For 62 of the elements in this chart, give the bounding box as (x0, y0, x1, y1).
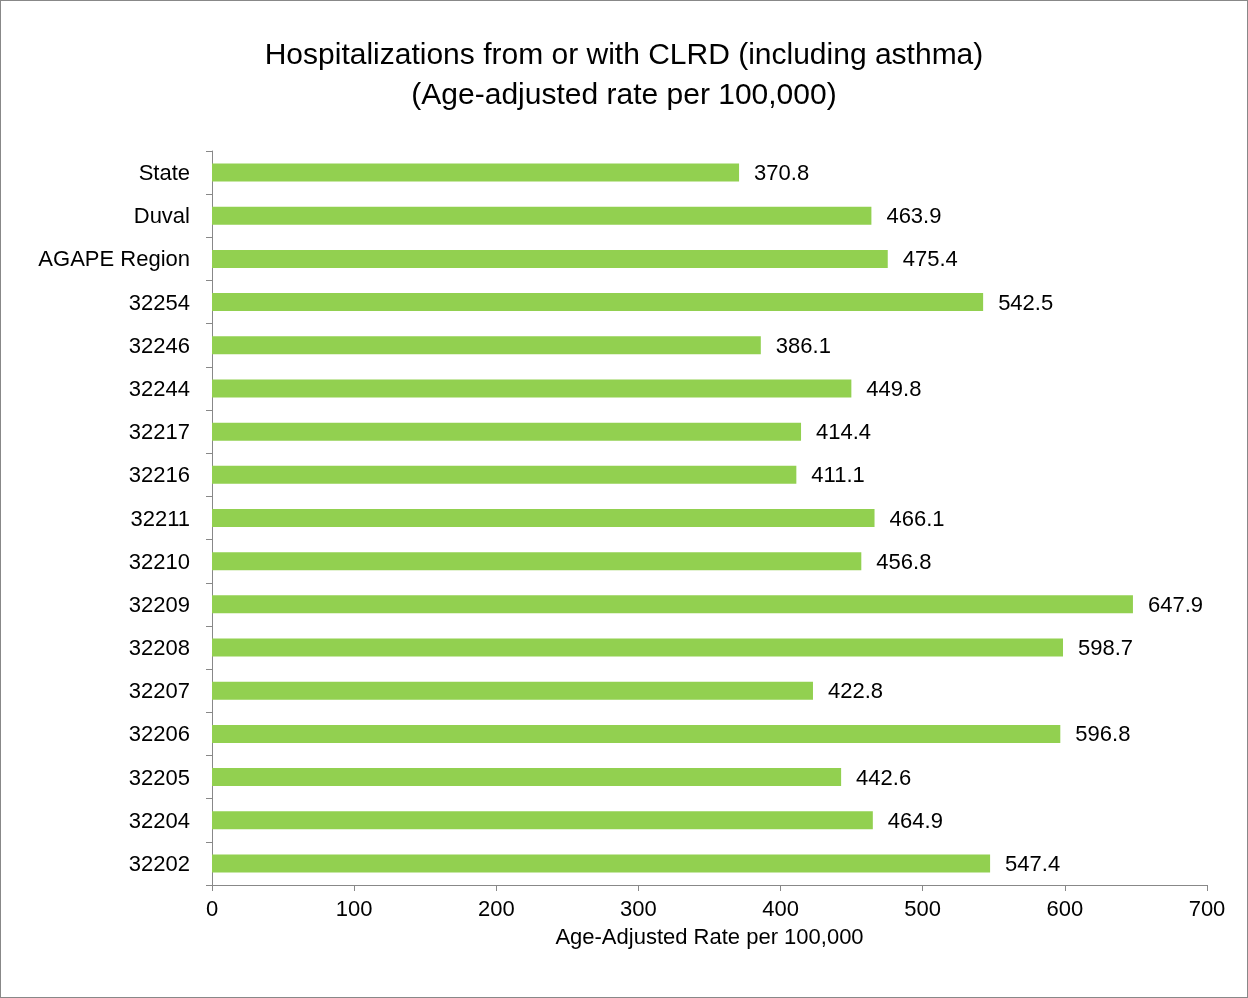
bar (212, 681, 813, 700)
data-label: 598.7 (1078, 635, 1134, 661)
data-label: 456.8 (876, 548, 932, 574)
data-label: 542.5 (998, 289, 1054, 315)
data-label: 647.9 (1147, 591, 1204, 617)
bar (212, 811, 873, 830)
data-label: 442.6 (856, 764, 912, 790)
y-tick-label: 32205 (128, 764, 190, 790)
y-tick-label: 32217 (128, 419, 190, 445)
data-label: 475.4 (902, 246, 958, 272)
bar (212, 465, 797, 484)
y-tick-label: 32246 (128, 332, 190, 358)
x-tick-label: 100 (335, 895, 373, 921)
x-tick-label: 700 (1188, 895, 1226, 921)
data-label: 422.8 (827, 678, 884, 704)
data-label: 386.1 (775, 332, 831, 358)
x-tick-label: 0 (205, 895, 219, 921)
y-tick-label: 32206 (128, 721, 190, 747)
y-tick-label: State (138, 160, 190, 186)
x-tick-label: 600 (1046, 895, 1084, 921)
x-tick-label: 400 (762, 895, 799, 921)
bar (212, 768, 842, 787)
bar (212, 293, 984, 312)
bar (212, 163, 740, 182)
data-label: 414.4 (816, 419, 872, 445)
data-label: 411.1 (811, 462, 865, 488)
x-tick-label: 500 (904, 895, 942, 921)
y-tick-label: Duval (133, 203, 190, 229)
data-label: 449.8 (866, 375, 922, 401)
bar (212, 724, 1061, 743)
y-tick-label: 32216 (128, 462, 190, 488)
data-label: 466.1 (889, 505, 945, 531)
y-tick-label: AGAPE Region (38, 246, 190, 272)
y-tick-label: 32208 (128, 635, 190, 661)
y-tick-label: 32211 (130, 505, 190, 531)
bar (212, 854, 991, 873)
y-tick-label: 32244 (128, 375, 190, 401)
bar (212, 638, 1064, 657)
data-label: 464.9 (887, 807, 943, 833)
bar (212, 206, 872, 225)
x-tick-label: 200 (477, 895, 515, 921)
chart-subtitle: (Age-adjusted rate per 100,000) (411, 76, 837, 110)
data-label: 596.8 (1075, 721, 1131, 747)
bar (212, 249, 888, 268)
y-tick-label: 32210 (128, 548, 190, 574)
bar (212, 379, 852, 398)
data-label: 547.4 (1005, 850, 1061, 876)
data-label: 463.9 (886, 203, 942, 229)
bar (212, 336, 761, 355)
y-tick-label: 32202 (128, 850, 190, 876)
y-tick-label: 32209 (128, 591, 190, 617)
bar (212, 552, 862, 571)
bar (212, 509, 875, 527)
y-tick-label: 32254 (128, 289, 190, 315)
y-tick-label: 32204 (128, 807, 190, 833)
data-label: 370.8 (754, 160, 810, 186)
bar (212, 422, 802, 441)
chart-title: Hospitalizations from or with CLRD (including asthma) (264, 36, 984, 70)
bar (212, 595, 1133, 614)
y-tick-label: 32207 (128, 678, 190, 704)
x-axis-title: Age-Adjusted Rate per 100,000 (555, 923, 864, 949)
x-tick-label: 300 (620, 895, 657, 921)
